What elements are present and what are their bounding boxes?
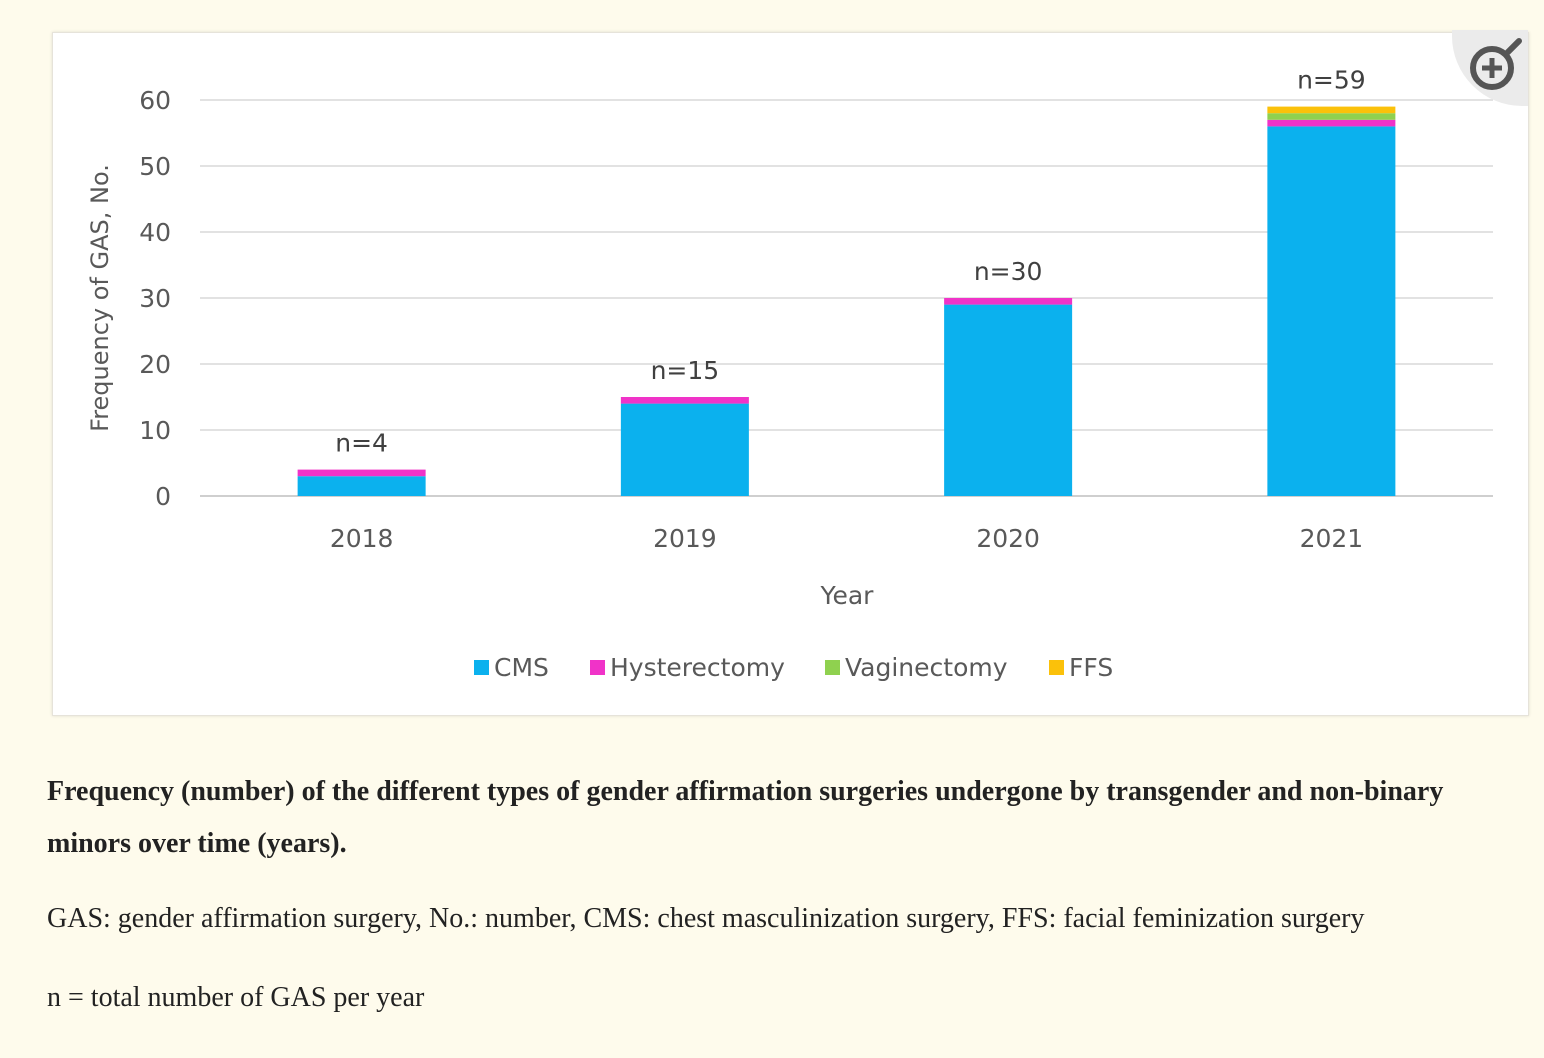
legend-swatch-hysterectomy xyxy=(590,660,605,675)
bar-segment-hysterectomy xyxy=(297,469,426,477)
legend-label-ffs: FFS xyxy=(1069,653,1113,682)
x-axis-title: Year xyxy=(820,581,875,610)
legend-swatch-ffs xyxy=(1049,660,1064,675)
bar-total-label: n=59 xyxy=(1297,66,1366,95)
stacked-bar-chart: n=4 n=15 n=30 n=59 0 10 20 30 40 50 60 2018 2019 202… xyxy=(86,66,1493,682)
bar-segment-cms xyxy=(1267,126,1396,497)
y-tick-label: 40 xyxy=(139,218,171,247)
x-tick-label: 2018 xyxy=(330,524,394,553)
figure-caption-n-note: n = total number of GAS per year xyxy=(47,982,425,1013)
bar-segment-vaginectomy xyxy=(1267,113,1396,120)
bar-segment-hysterectomy xyxy=(620,397,749,404)
zoom-button[interactable] xyxy=(1452,30,1528,106)
figure-chart-panel: n=4 n=15 n=30 n=59 0 10 20 30 40 50 60 2018 2019 202… xyxy=(52,32,1529,716)
bar-total-label: n=4 xyxy=(335,429,388,458)
x-tick-label: 2020 xyxy=(976,524,1040,553)
bar-segment-hysterectomy xyxy=(1267,119,1396,127)
y-tick-label: 20 xyxy=(139,350,171,379)
y-tick-label: 60 xyxy=(139,86,171,115)
legend-swatch-cms xyxy=(474,660,489,675)
bar-segment-ffs xyxy=(1267,106,1396,114)
legend-label-vaginectomy: Vaginectomy xyxy=(845,653,1008,682)
bar-total-label: n=15 xyxy=(651,356,720,385)
y-axis-title: Frequency of GAS, No. xyxy=(86,164,114,432)
y-tick-label: 0 xyxy=(155,482,171,511)
bar-segment-cms xyxy=(944,304,1073,496)
y-tick-label: 10 xyxy=(139,416,171,445)
y-tick-label: 30 xyxy=(139,284,171,313)
bar-segment-cms xyxy=(297,476,426,496)
bar-segment-hysterectomy xyxy=(944,298,1073,305)
legend-label-hysterectomy: Hysterectomy xyxy=(610,653,785,682)
zoom-in-magnifier-icon xyxy=(1470,38,1522,90)
x-tick-label: 2019 xyxy=(653,524,717,553)
figure-caption-abbreviations: GAS: gender affirmation surgery, No.: nu… xyxy=(47,903,1365,934)
x-tick-label: 2021 xyxy=(1300,524,1364,553)
bar-segment-cms xyxy=(620,403,749,496)
legend-swatch-vaginectomy xyxy=(825,660,840,675)
legend-label-cms: CMS xyxy=(494,653,549,682)
y-tick-label: 50 xyxy=(139,152,171,181)
bar-total-label: n=30 xyxy=(974,257,1043,286)
figure-caption-title: Frequency (number) of the different type… xyxy=(47,776,1444,859)
